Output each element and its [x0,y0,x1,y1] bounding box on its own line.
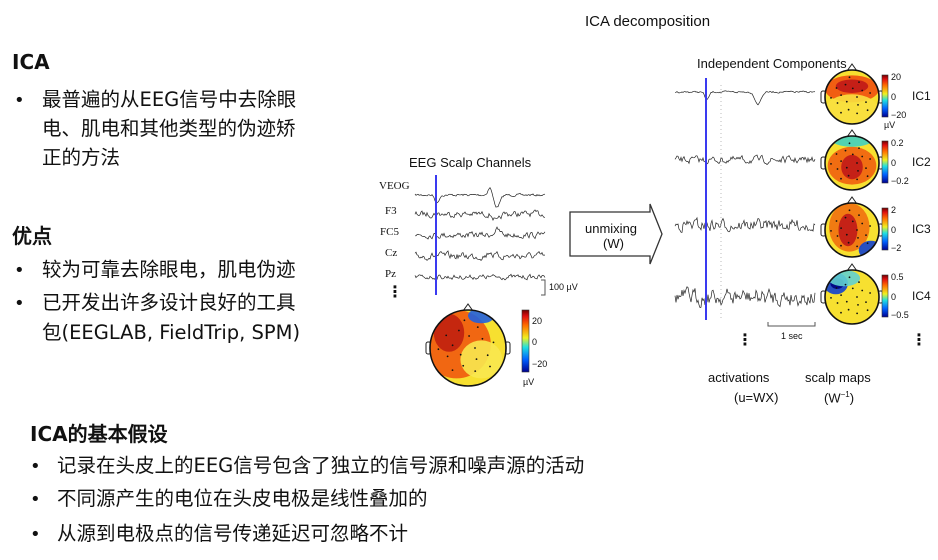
ic1-activation [675,90,816,106]
scalp-channels-title: EEG Scalp Channels [409,155,532,170]
advantages-heading: 优点 [12,224,52,248]
amplitude-scale-bar [541,279,546,296]
nose-icon [846,129,858,138]
channel-label: F3 [385,205,397,217]
bullet: • [30,524,41,545]
figure-title: ICA decomposition [585,13,711,30]
scalp-colorbar [521,309,530,373]
ica-heading: ICA [12,50,50,74]
assumption-3: 从源到电极点的信号传递延迟可忽略不计 [57,522,409,545]
time-scale-label: 1 sec [781,331,803,341]
ic2-activation [674,154,816,165]
channel-label: FC5 [380,226,399,238]
time-scale-bar [767,322,816,327]
ica-bullet-line-3: 正的方法 [42,146,121,169]
ic-colorbar-max: 2 [891,205,897,215]
colorbar-max: 20 [532,316,543,326]
ic-label: IC4 [912,289,931,303]
colorbar-mid: 0 [532,337,538,347]
scalp-maps-label: scalp maps [805,370,871,385]
activations-label: activations [708,370,770,385]
ic1-scalp-map [820,63,889,125]
veog-trace [414,186,546,208]
bullet: • [30,489,41,510]
ic-colorbar-mid: 0 [891,92,897,102]
ic-colorbar-max: 0.2 [891,138,904,148]
ica-bullet-line-2: 电、肌电和其他类型的伪迹矫 [42,117,296,140]
colorbar [881,207,889,251]
colorbar-unit: µV [523,377,535,387]
bullet: • [14,260,25,281]
advantage-2-line-2: 包(EEGLAB, FieldTrip, SPM) [42,321,301,344]
f3-trace [414,209,546,221]
amplitude-scale-label: 100 µV [549,282,578,292]
colorbar [881,274,889,318]
nose-icon [846,196,858,205]
fc5-trace [415,226,546,240]
ic-label: IC2 [912,155,931,169]
ic-colorbar-min: −0.2 [891,176,909,186]
unmixing-arrow [569,203,663,265]
more-channels-ellipsis: ⋮ [387,282,403,301]
arrow-label: unmixing [585,221,638,236]
channel-label: Cz [385,247,398,259]
cz-trace [414,250,546,262]
ic3-scalp-map [820,196,889,258]
ic-colorbar-min: −20 [891,110,907,120]
more-activations-ellipsis: ⋮ [737,330,753,349]
scalp-maps-formula: (W−1) [824,390,855,406]
nose-icon [846,263,858,272]
colorbar-min: −20 [532,359,548,369]
advantage-2-line-1: 已开发出许多设计良好的工具 [42,291,296,314]
nose-icon [462,303,474,312]
ic-colorbar-min: −2 [891,243,902,253]
pz-trace [414,273,546,281]
ic-colorbar-mid: 0 [891,292,897,302]
ic4-scalp-map [820,263,889,325]
ic-label: IC1 [912,89,931,103]
ic4-activation [674,286,816,309]
scalp-topomap [425,303,511,387]
bullet: • [30,456,41,477]
nose-icon [846,63,858,72]
assumption-2: 不同源产生的电位在头皮电极是线性叠加的 [57,487,428,510]
arrow-label-w: (W) [603,236,624,251]
bullet: • [14,90,25,111]
assumptions-heading: ICA的基本假设 [30,422,168,446]
ic-colorbar-mid: 0 [891,225,897,235]
bullet: • [14,293,25,314]
ic-colorbar-min: −0.5 [891,310,909,320]
channel-label: VEOG [379,180,410,192]
ic2-scalp-map [820,129,889,191]
colorbar [881,140,889,184]
activations-formula: (u=WX) [734,390,779,405]
assumption-1: 记录在头皮上的EEG信号包含了独立的信号源和噪声源的活动 [57,454,585,477]
more-maps-ellipsis: ⋮ [911,330,927,349]
ic-colorbar-mid: 0 [891,158,897,168]
ic3-activation [674,216,816,233]
ica-bullet-line-1: 最普遍的从EEG信号中去除眼 [42,88,297,111]
advantage-1: 较为可靠去除眼电，肌电伪迹 [42,258,296,281]
ic-label: IC3 [912,222,931,236]
channel-label: Pz [385,268,396,280]
ic-colorbar-unit: µV [884,120,896,130]
ic-title: Independent Components [697,56,847,71]
ic-colorbar-max: 0.5 [891,272,904,282]
colorbar [881,74,889,118]
ic-colorbar-max: 20 [891,72,902,82]
